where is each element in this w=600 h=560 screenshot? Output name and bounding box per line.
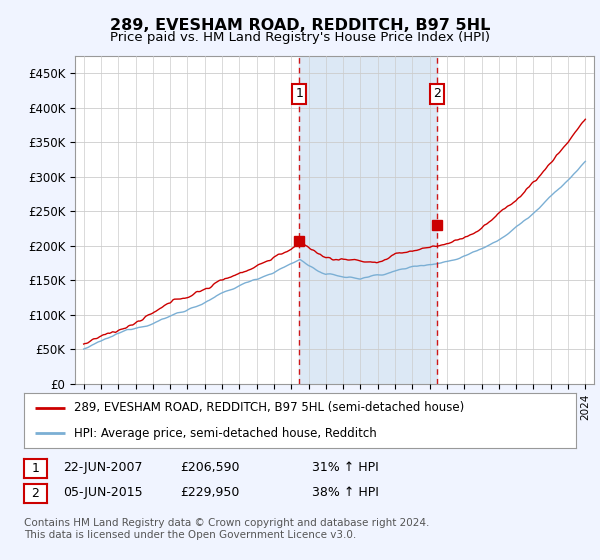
Text: HPI: Average price, semi-detached house, Redditch: HPI: Average price, semi-detached house,… xyxy=(74,427,376,440)
Text: 2: 2 xyxy=(433,87,441,100)
Text: 1: 1 xyxy=(295,87,304,100)
Text: Price paid vs. HM Land Registry's House Price Index (HPI): Price paid vs. HM Land Registry's House … xyxy=(110,31,490,44)
Text: 31% ↑ HPI: 31% ↑ HPI xyxy=(312,461,379,474)
Text: 289, EVESHAM ROAD, REDDITCH, B97 5HL (semi-detached house): 289, EVESHAM ROAD, REDDITCH, B97 5HL (se… xyxy=(74,402,464,414)
Text: 38% ↑ HPI: 38% ↑ HPI xyxy=(312,486,379,500)
Text: 05-JUN-2015: 05-JUN-2015 xyxy=(63,486,143,500)
Text: £229,950: £229,950 xyxy=(180,486,239,500)
Text: £206,590: £206,590 xyxy=(180,461,239,474)
Text: 22-JUN-2007: 22-JUN-2007 xyxy=(63,461,143,474)
Text: 1: 1 xyxy=(31,462,40,475)
Bar xyxy=(299,56,437,384)
Text: Contains HM Land Registry data © Crown copyright and database right 2024.
This d: Contains HM Land Registry data © Crown c… xyxy=(24,518,430,540)
Text: 2: 2 xyxy=(31,487,40,500)
Text: 289, EVESHAM ROAD, REDDITCH, B97 5HL: 289, EVESHAM ROAD, REDDITCH, B97 5HL xyxy=(110,18,490,33)
